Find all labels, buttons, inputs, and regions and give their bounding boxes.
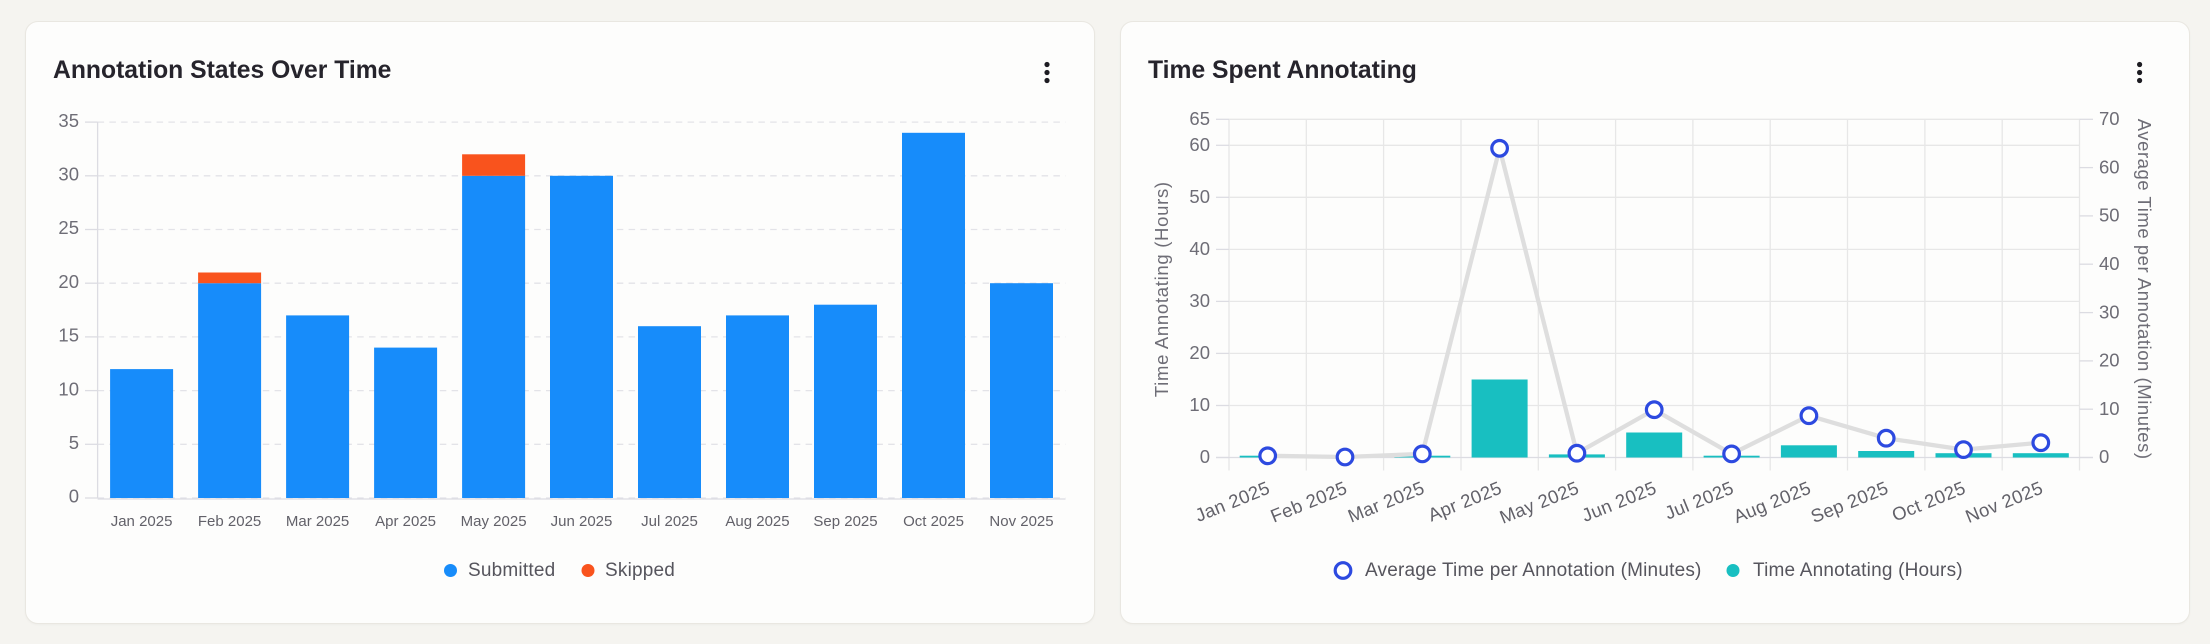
- svg-text:Aug 2025: Aug 2025: [725, 513, 789, 530]
- svg-text:Sep 2025: Sep 2025: [1808, 477, 1892, 527]
- svg-text:Oct 2025: Oct 2025: [1889, 477, 1969, 525]
- svg-text:20: 20: [2099, 350, 2120, 371]
- svg-text:30: 30: [1189, 290, 1210, 311]
- svg-text:May 2025: May 2025: [1496, 477, 1581, 528]
- svg-text:0: 0: [1200, 446, 1210, 467]
- svg-text:20: 20: [58, 271, 79, 292]
- svg-text:50: 50: [1189, 186, 1210, 207]
- svg-text:Jan 2025: Jan 2025: [111, 513, 173, 530]
- svg-text:30: 30: [58, 164, 79, 185]
- svg-text:10: 10: [1189, 394, 1210, 415]
- svg-text:Time Annotating (Hours): Time Annotating (Hours): [1151, 181, 1172, 397]
- svg-text:Submitted: Submitted: [468, 560, 555, 581]
- svg-text:5: 5: [69, 432, 79, 453]
- svg-text:Average Time per Annotation (M: Average Time per Annotation (Minutes): [2134, 119, 2155, 460]
- svg-text:Jun 2025: Jun 2025: [551, 513, 613, 530]
- svg-text:Jun 2025: Jun 2025: [1579, 477, 1660, 526]
- svg-text:Jan 2025: Jan 2025: [1192, 477, 1273, 526]
- svg-text:Jul 2025: Jul 2025: [641, 513, 698, 530]
- svg-text:Mar 2025: Mar 2025: [286, 513, 349, 530]
- svg-text:Nov 2025: Nov 2025: [989, 513, 1053, 530]
- svg-text:30: 30: [2099, 301, 2120, 322]
- svg-text:50: 50: [2099, 205, 2120, 226]
- svg-text:10: 10: [2099, 398, 2120, 419]
- svg-text:Average Time per Annotation (M: Average Time per Annotation (Minutes): [1365, 560, 1702, 581]
- svg-text:Sep 2025: Sep 2025: [813, 513, 877, 530]
- svg-text:0: 0: [2099, 446, 2109, 467]
- svg-text:40: 40: [2099, 253, 2120, 274]
- svg-text:Aug 2025: Aug 2025: [1730, 477, 1814, 527]
- svg-text:Apr 2025: Apr 2025: [375, 513, 436, 530]
- svg-text:Apr 2025: Apr 2025: [1425, 477, 1505, 525]
- svg-text:15: 15: [58, 325, 79, 346]
- svg-text:60: 60: [1189, 134, 1210, 155]
- svg-text:Feb 2025: Feb 2025: [198, 513, 261, 530]
- svg-text:35: 35: [58, 110, 79, 131]
- svg-text:10: 10: [58, 378, 79, 399]
- svg-text:Oct 2025: Oct 2025: [903, 513, 964, 530]
- svg-text:Time Annotating (Hours): Time Annotating (Hours): [1753, 560, 1963, 581]
- svg-text:Skipped: Skipped: [605, 560, 675, 581]
- svg-text:25: 25: [58, 217, 79, 238]
- svg-text:0: 0: [69, 486, 79, 507]
- svg-text:20: 20: [1189, 342, 1210, 363]
- svg-text:Nov 2025: Nov 2025: [1962, 477, 2046, 527]
- svg-text:65: 65: [1189, 108, 1210, 129]
- svg-text:Mar 2025: Mar 2025: [1345, 477, 1428, 527]
- svg-text:70: 70: [2099, 108, 2120, 129]
- svg-text:Feb 2025: Feb 2025: [1267, 477, 1350, 527]
- svg-text:60: 60: [2099, 156, 2120, 177]
- svg-text:40: 40: [1189, 238, 1210, 259]
- svg-text:Jul 2025: Jul 2025: [1662, 477, 1737, 524]
- svg-text:May 2025: May 2025: [461, 513, 527, 530]
